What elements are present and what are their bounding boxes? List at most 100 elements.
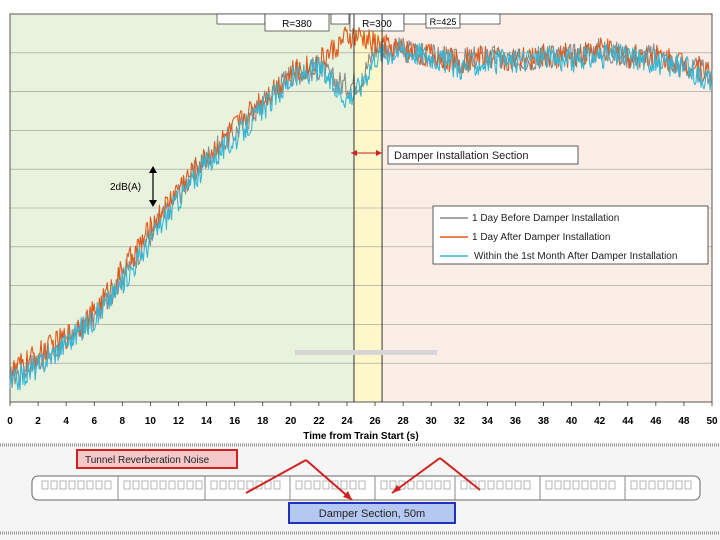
x-tick-label: 46 — [650, 416, 662, 427]
x-axis: 0 2 4 6 8 10 12 14 16 18 20 22 24 26 28 30 32 34 36 38 40 42 4… — [7, 402, 718, 427]
noise-arrowhead-3 — [392, 485, 401, 493]
noise-arrow-2 — [305, 459, 353, 501]
train-window — [630, 480, 638, 490]
train-window — [572, 480, 580, 490]
train-window — [590, 480, 598, 490]
reverberation-label: Tunnel Reverberation Noise — [85, 455, 210, 466]
train-window — [563, 480, 571, 490]
train-window — [407, 480, 415, 490]
train-window — [195, 480, 203, 490]
train-window — [313, 480, 321, 490]
train-window — [186, 480, 194, 490]
x-tick-label: 42 — [594, 416, 606, 427]
train-window — [648, 480, 656, 490]
x-tick-label: 18 — [257, 416, 269, 427]
train-window — [380, 480, 388, 490]
train-window — [295, 480, 303, 490]
train-window — [50, 480, 58, 490]
train-window — [210, 480, 218, 490]
train-illustration — [31, 475, 701, 501]
train-window — [141, 480, 149, 490]
train-window — [434, 480, 442, 490]
x-tick-label: 38 — [538, 416, 550, 427]
damper-section-label: Damper Section, 50m — [319, 508, 425, 520]
damper-installation-label: Damper Installation Section — [394, 150, 529, 162]
legend-entry: 1 Day After Damper Installation — [472, 232, 610, 243]
train-window — [237, 480, 245, 490]
x-tick-label: 30 — [426, 416, 438, 427]
train-window — [219, 480, 227, 490]
noise-arrow-1 — [245, 459, 307, 494]
x-tick-label: 26 — [369, 416, 381, 427]
series-line — [9, 39, 713, 391]
curve-label-r380: R=380 — [282, 19, 312, 30]
train-body — [31, 475, 701, 501]
train-window — [104, 480, 112, 490]
train-window — [228, 480, 236, 490]
train-window — [443, 480, 451, 490]
noise-arrowhead-2 — [343, 491, 352, 500]
x-tick-label: 28 — [398, 416, 410, 427]
curve-label-r425: R=425 — [430, 17, 457, 27]
train-window — [505, 480, 513, 490]
blurred-caption — [295, 350, 437, 355]
x-tick-label: 50 — [706, 416, 718, 427]
train-window — [523, 480, 531, 490]
train-window — [159, 480, 167, 490]
damper-arrow-right — [376, 150, 382, 156]
x-tick-label: 2 — [35, 416, 41, 427]
x-tick-label: 40 — [566, 416, 578, 427]
train-window — [554, 480, 562, 490]
train-window — [322, 480, 330, 490]
damper-section-box — [288, 502, 456, 524]
train-window — [545, 480, 553, 490]
x-tick-label: 16 — [229, 416, 241, 427]
x-tick-label: 48 — [678, 416, 690, 427]
x-tick-label: 32 — [454, 416, 466, 427]
legend: 1 Day Before Damper Installation 1 Day Af… — [432, 205, 709, 265]
train-window — [581, 480, 589, 490]
train-window — [150, 480, 158, 490]
train-window — [168, 480, 176, 490]
damper-label-box — [387, 145, 579, 165]
header-box-2 — [330, 13, 350, 25]
curve-label-r300: R=300 — [362, 19, 392, 30]
train-window — [349, 480, 357, 490]
series-line — [9, 26, 713, 382]
reverberation-label-box — [76, 449, 238, 469]
x-tick-label: 14 — [201, 416, 213, 427]
x-tick-label: 34 — [482, 416, 494, 427]
damper-arrow-left — [351, 150, 357, 156]
train-window — [460, 480, 468, 490]
train-window — [478, 480, 486, 490]
series-group — [9, 26, 713, 391]
header-box-3 — [403, 13, 427, 25]
region-dividers — [353, 14, 383, 402]
train-window — [425, 480, 433, 490]
x-tick-label: 10 — [145, 416, 157, 427]
header-box-1 — [216, 13, 266, 25]
train-window — [416, 480, 424, 490]
train-window — [599, 480, 607, 490]
train-window — [487, 480, 495, 490]
train-window — [389, 480, 397, 490]
train-window — [331, 480, 339, 490]
train-window — [608, 480, 616, 490]
train-window — [358, 480, 366, 490]
scale-marker: 2dB(A) — [110, 166, 157, 207]
header-box-r380 — [264, 13, 330, 32]
bottom-panel: Tunnel Reverberation Noise Damper Sectio… — [0, 442, 720, 540]
train-window — [496, 480, 504, 490]
x-axis-label: Time from Train Start (s) — [303, 431, 418, 442]
scale-arrow-down — [149, 200, 157, 207]
legend-entry: 1 Day Before Damper Installation — [472, 213, 619, 224]
train-window — [684, 480, 692, 490]
noise-arrow-4 — [439, 457, 481, 491]
train-window — [675, 480, 683, 490]
train-window — [666, 480, 674, 490]
train-window — [246, 480, 254, 490]
scale-arrow-up — [149, 166, 157, 173]
damper-annotation: Damper Installation Section — [351, 145, 579, 165]
train-window — [123, 480, 131, 490]
